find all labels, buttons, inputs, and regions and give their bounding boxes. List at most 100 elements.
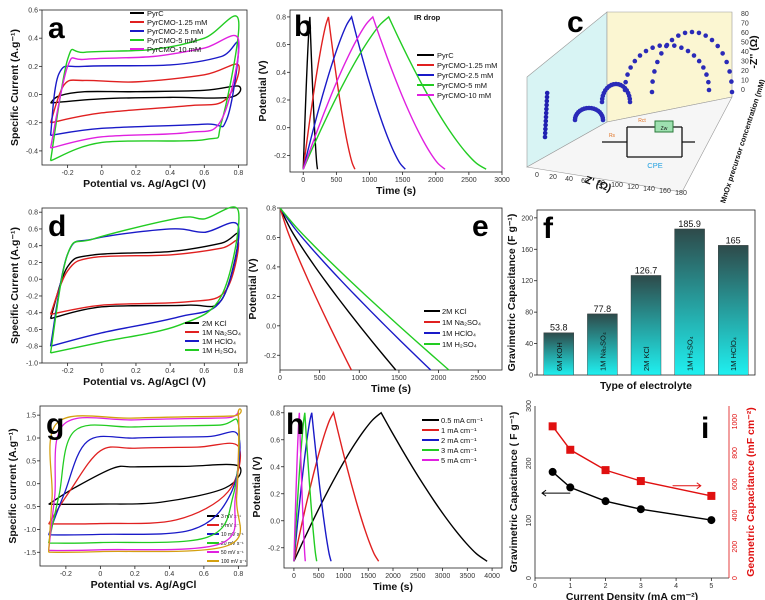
eis-point — [709, 37, 715, 43]
x-tick-label: 500 — [313, 573, 325, 580]
gcd-curve-4 — [302, 15, 446, 170]
bar-category-label: 1M HClO₄ — [729, 337, 738, 371]
y-tick-label: 0.0 — [276, 125, 286, 132]
data-point-circle — [601, 497, 610, 506]
y-tick-label: 120 — [521, 278, 533, 285]
z-tick-label: 50 — [741, 40, 749, 47]
legend-label: PyrC — [147, 9, 164, 18]
legend-label: 3 mA cm⁻¹ — [441, 446, 477, 455]
x-tick-label: 1500 — [360, 573, 376, 580]
gcd-rate-curve-0 — [293, 411, 488, 562]
y-tick-label: 0 — [529, 373, 533, 380]
eis-point — [627, 99, 633, 105]
y-tick-label: 0.2 — [266, 294, 276, 301]
discharge-curve-1 — [279, 207, 352, 371]
y-axis-label: Specific Current (A.g⁻¹) — [9, 29, 21, 146]
legend-label: 5 mV s⁻¹ — [221, 523, 241, 529]
x-tick-label: 0 — [98, 571, 102, 578]
y2-tick-label: 200 — [732, 541, 739, 553]
x-tick-label: 0 — [301, 177, 305, 184]
x-tick-label: 0.2 — [131, 170, 141, 177]
x-tick-label: 0 — [292, 573, 296, 580]
legend-label: 1M Na₂SO₄ — [202, 328, 241, 337]
bar-value-label: 53.8 — [550, 323, 568, 333]
chart-panel-g: -0.2 0 0.2 0.4 0.6 0.8 -1.5 -1.0 -0.5 0.0 0.5 1.0 1.… — [7, 405, 248, 591]
right-arrow-icon — [672, 482, 702, 490]
z-tick-label: 20 — [741, 68, 749, 75]
plot-frame — [39, 405, 248, 567]
discharge-curve-0 — [279, 207, 397, 371]
x-tick-label: 0 — [278, 375, 282, 382]
bar-2 — [630, 275, 662, 376]
legend-label: 1M H₂SO₄ — [442, 340, 477, 349]
y-tick-label: 0.6 — [276, 42, 286, 49]
chart-panel-d: -0.2 0 0.2 0.4 0.6 0.8 -1.0 -0.8 -0.6 -0.4 -0.2 0.0… — [9, 206, 248, 388]
y-axis-label: -Z'' (Ω) — [748, 35, 760, 68]
bar-value-label: 165 — [726, 235, 741, 245]
x-tick-label: 120 — [627, 184, 639, 191]
cv-curve-3 — [49, 206, 240, 354]
y-tick-label: 0.5 — [26, 458, 36, 465]
eis-point — [701, 65, 706, 70]
x-tick-label: 2500 — [410, 573, 426, 580]
y-tick-label: 0.6 — [28, 226, 38, 233]
y-axis-label: Potential (V) — [251, 456, 263, 517]
x-tick-label: 2 — [604, 583, 608, 590]
cpe-label: CPE — [647, 161, 662, 170]
legend-label: PyrCMO-10 mM — [437, 91, 491, 100]
x-tick-label: 180 — [675, 190, 687, 197]
eis-point — [623, 79, 628, 85]
y-tick-label: 0.2 — [28, 64, 38, 71]
eis-point — [659, 51, 664, 56]
legend-label: PyrCMO-1.25 mM — [147, 18, 207, 27]
y-tick-label: 0.2 — [28, 260, 38, 267]
x-tick-label: 2000 — [431, 375, 447, 382]
panel-label-f: f — [543, 212, 554, 245]
eis-point — [729, 89, 735, 95]
x-tick-label: 0.4 — [165, 368, 175, 375]
eis-point — [543, 122, 548, 128]
y-axis-label: Gravimetric Capacitance ( F g⁻¹) — [508, 412, 520, 573]
panel-label-i: i — [701, 412, 709, 445]
x-tick-label: 0 — [100, 170, 104, 177]
cv-rate-curve-5 — [47, 408, 242, 553]
x-tick-label: 3500 — [460, 573, 476, 580]
x-tick-label: 1000 — [336, 573, 352, 580]
eis-point — [622, 87, 628, 93]
series-line-0 — [552, 471, 712, 521]
y-tick-label: 0.6 — [270, 437, 280, 444]
z-tick-label: 40 — [741, 49, 749, 56]
eis-point — [669, 37, 675, 43]
x-tick-label: 0 — [535, 172, 539, 179]
chart-panel-a: -0.2 0 0.2 0.4 0.6 0.8-0.4-0.20.00.20.40.6Pot… — [9, 8, 248, 190]
y-tick-label: 0.4 — [266, 264, 276, 271]
z-tick-label: 70 — [741, 21, 749, 28]
x-axis-label: Time (s) — [373, 581, 413, 593]
y-tick-label: 0.0 — [28, 277, 38, 284]
x-tick-label: -0.2 — [62, 368, 74, 375]
x-tick-label: 1000 — [362, 177, 378, 184]
legend-label: 2 mA cm⁻¹ — [441, 436, 477, 445]
warburg-label: Zw — [661, 126, 668, 132]
eis-point — [704, 72, 709, 77]
cv-rate-curve-2 — [48, 431, 241, 536]
y-tick-label: -1.5 — [24, 550, 36, 557]
y-tick-label: 0.0 — [26, 481, 36, 488]
legend-label: 2M KCl — [442, 307, 467, 316]
floor — [526, 96, 733, 193]
x-tick-label: 4 — [674, 583, 678, 590]
y-tick-label: -0.2 — [268, 545, 280, 552]
eis-point — [703, 33, 708, 38]
gcd-curve-2 — [302, 15, 406, 170]
eis-point — [696, 58, 702, 64]
legend-label: PyrCMO-10 mM — [147, 45, 201, 54]
panel-label-b: b — [294, 10, 312, 43]
eis-point — [720, 51, 725, 56]
cv-curve-3 — [49, 15, 240, 162]
eis-point — [543, 114, 549, 120]
cv-curve-0 — [49, 232, 240, 320]
y2-tick-label: 800 — [732, 447, 739, 459]
eis-point — [643, 48, 649, 54]
x-tick-label: 2500 — [461, 177, 477, 184]
data-point-square — [566, 445, 575, 454]
